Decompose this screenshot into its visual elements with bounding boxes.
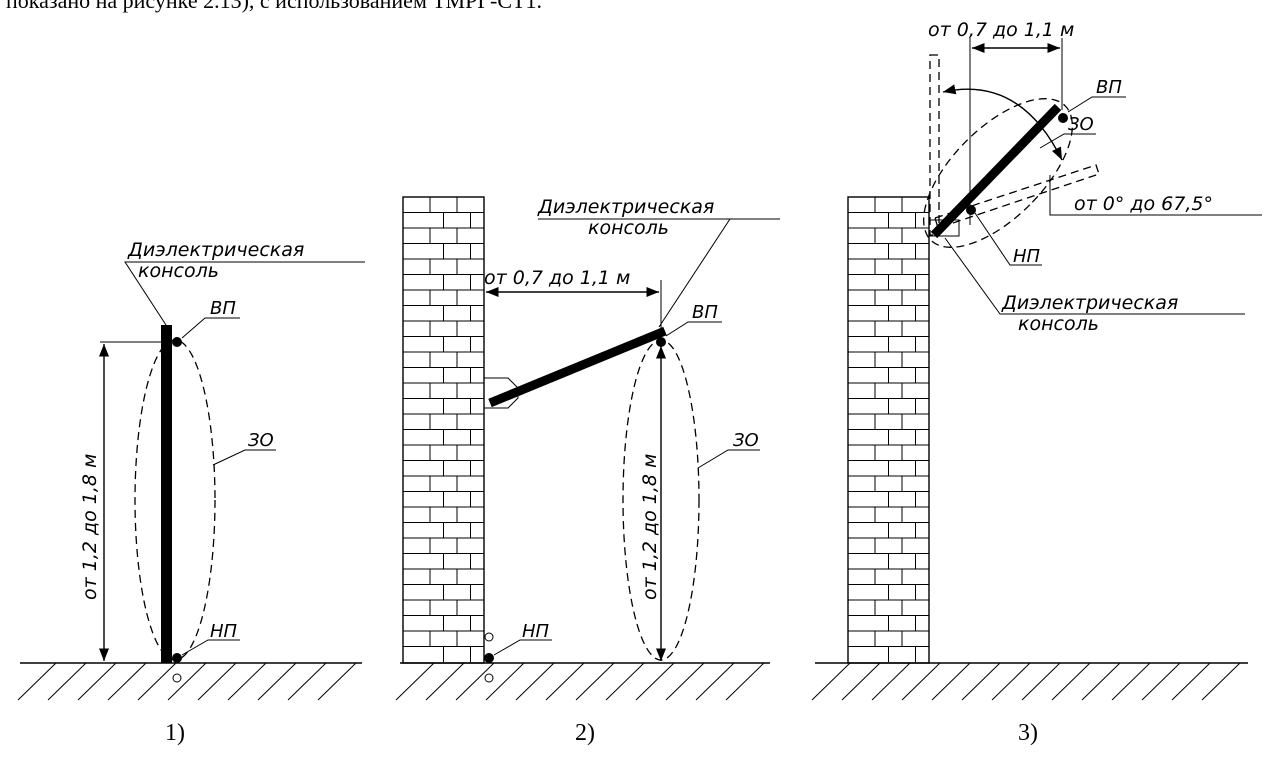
console-horizontal-ghost-3 — [934, 164, 1100, 229]
zo-leader-2 — [697, 449, 760, 469]
reach-label-3: от 0,7 до 1,1 м — [928, 19, 1074, 41]
work-zone-ellipse-1 — [134, 339, 216, 661]
drawing-stroke — [455, 662, 495, 701]
figure-2: от 0,7 до 1,1 м от 1,2 до 1,8 м ВП НП ЗО… — [395, 196, 780, 746]
vp-leader-3 — [1067, 96, 1126, 113]
drawing-stroke — [137, 662, 177, 701]
vp-leader-2 — [665, 321, 722, 337]
header-text: показано на рисунке 2.13), с использован… — [6, 0, 542, 13]
drawing-stroke — [725, 662, 765, 701]
drawing-stroke — [1081, 662, 1121, 701]
console-label-line2-2: консоль — [588, 217, 669, 239]
drawing-stroke — [635, 662, 675, 701]
zo-leader-1 — [212, 449, 276, 466]
zo-label-1: ЗО — [248, 430, 274, 451]
angle-leader-3 — [1049, 175, 1262, 216]
figure-1: от 1,2 до 1,8 м ВП НП ЗО Диэлектрическая… — [17, 239, 365, 746]
np-leader-3 — [974, 212, 1042, 266]
vp-point-1 — [172, 337, 182, 347]
drawing-stroke — [77, 662, 117, 701]
drawing-stroke — [841, 662, 881, 701]
np-point-1 — [172, 653, 182, 663]
brick-wall-3 — [847, 196, 930, 664]
drawing-stroke — [257, 662, 297, 701]
drawing-stroke — [395, 662, 435, 701]
drawing-stroke — [575, 662, 615, 701]
drawing-stroke — [1171, 662, 1211, 701]
drawing-stroke — [485, 662, 525, 701]
drawing-stroke — [1111, 662, 1151, 701]
drawing-stroke — [931, 662, 971, 701]
drawing-stroke — [665, 662, 705, 701]
reach-label-2: от 0,7 до 1,1 м — [484, 267, 630, 289]
figure-3: от 0,7 до 1,1 м ВП ЗО НП от 0° до 67,5° … — [811, 19, 1262, 746]
drawing-stroke — [991, 662, 1031, 701]
caption-3: 3) — [1018, 720, 1038, 746]
np-point-2 — [484, 653, 494, 663]
angle-label-3: от 0° до 67,5° — [1074, 193, 1213, 215]
console-leader-2 — [658, 218, 780, 328]
caption-2: 2) — [575, 720, 595, 746]
drawing-stroke — [1021, 662, 1061, 701]
height-label-2: от 1,2 до 1,8 м — [639, 454, 661, 600]
vp-point-2 — [656, 337, 666, 347]
caption-1: 1) — [165, 720, 185, 746]
console-leader-1 — [124, 261, 365, 326]
np-ghost-point-upper-2 — [484, 632, 494, 642]
np-ghost-point-lower-2 — [484, 673, 494, 683]
console-rod-3 — [930, 103, 1062, 239]
np-label-2: НП — [522, 621, 550, 642]
console-rod-2 — [488, 326, 667, 408]
console-leader-3 — [944, 237, 1245, 315]
drawing-stroke — [425, 662, 465, 701]
drawing-stroke — [227, 662, 267, 701]
drawing-stroke — [17, 662, 57, 701]
drawing-stroke — [811, 662, 851, 701]
console-vertical-ghost-3 — [929, 54, 940, 236]
console-label-line1-1: Диэлектрическая — [127, 239, 304, 261]
np-label-3: НП — [1013, 246, 1041, 267]
angle-arc-3 — [942, 84, 1063, 161]
console-label-line2-3: консоль — [1018, 313, 1099, 335]
vp-label-3: ВП — [1096, 77, 1122, 98]
zo-label-3: ЗО — [1068, 114, 1094, 135]
np-point-3 — [966, 205, 976, 215]
ground-1 — [17, 662, 362, 701]
console-label-line2-1: консоль — [138, 260, 219, 282]
vp-leader-1 — [181, 317, 240, 339]
np-label-1: НП — [210, 621, 238, 642]
np-leader-1 — [181, 639, 240, 656]
brick-wall-2 — [402, 196, 485, 664]
drawing-stroke — [1201, 662, 1241, 701]
vp-label-1: ВП — [210, 298, 236, 319]
drawing-stroke — [1051, 662, 1091, 701]
drawing-stroke — [47, 662, 87, 701]
drawing-stroke — [871, 662, 911, 701]
console-rod-1 — [161, 325, 172, 663]
drawing-stroke — [961, 662, 1001, 701]
console-label-line1-3: Диэлектрическая — [1001, 292, 1178, 314]
drawing-stroke — [901, 662, 941, 701]
np-leader-2 — [493, 639, 552, 656]
drawing-stroke — [1141, 662, 1181, 701]
drawing-stroke — [287, 662, 327, 701]
drawing-stroke — [605, 662, 645, 701]
vp-point-3 — [1058, 113, 1068, 123]
drawing-stroke — [515, 662, 555, 701]
vp-label-2: ВП — [692, 302, 718, 323]
drawing-stroke — [317, 662, 357, 701]
np-ghost-point-1 — [172, 673, 182, 683]
ground-3 — [811, 662, 1248, 701]
height-label-1: от 1,2 до 1,8 м — [79, 454, 101, 600]
drawing-stroke — [107, 662, 147, 701]
drawing-stroke — [545, 662, 585, 701]
zo-label-2: ЗО — [733, 430, 759, 451]
drawing-stroke — [167, 662, 207, 701]
console-label-line1-2: Диэлектрическая — [537, 196, 714, 218]
zo-leader-3 — [1039, 133, 1096, 149]
ground-2 — [395, 662, 770, 701]
drawing-stroke — [695, 662, 735, 701]
drawing-stroke — [197, 662, 237, 701]
